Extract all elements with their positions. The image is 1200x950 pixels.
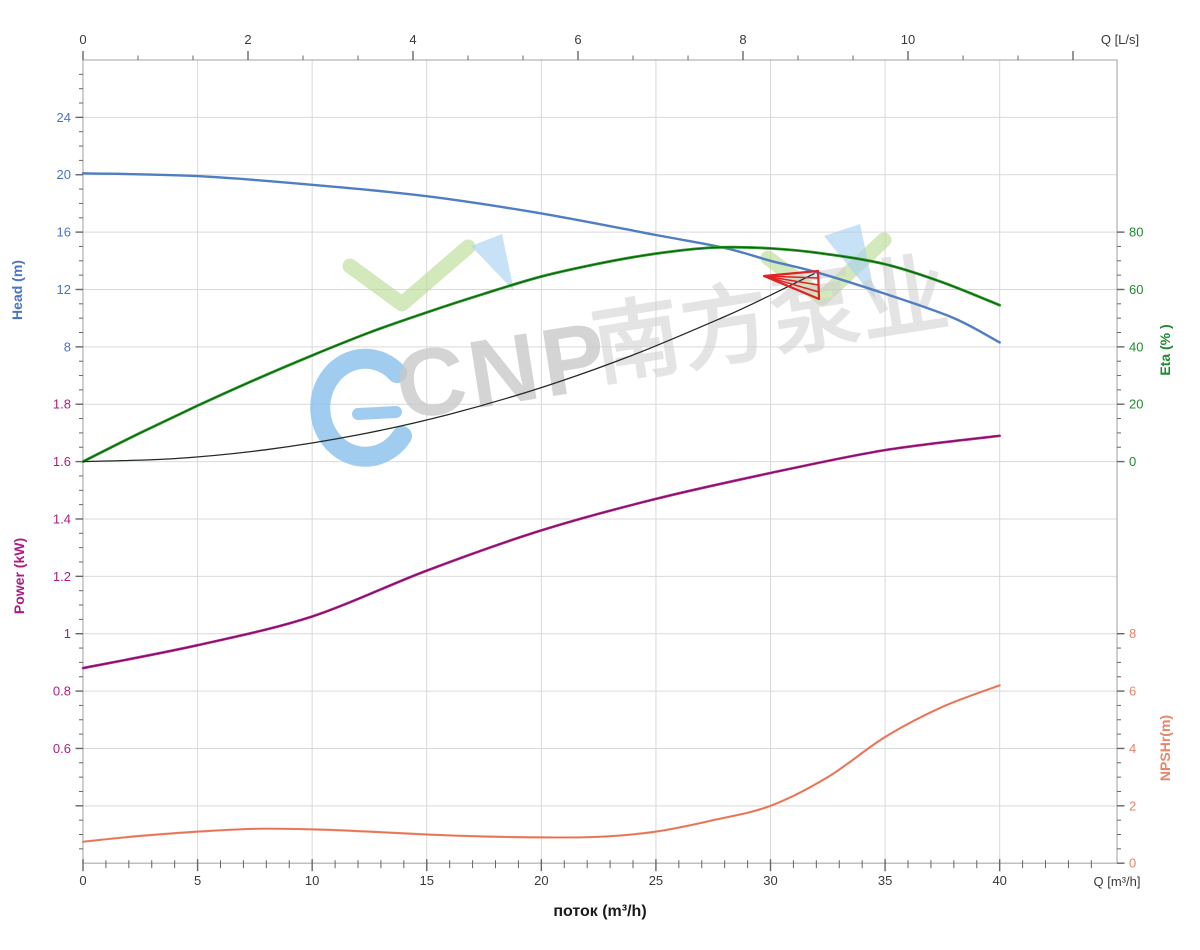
eta-tick-label: 60 xyxy=(1129,282,1143,297)
head-axis-title: Head (m) xyxy=(9,260,25,320)
duty-point-layer xyxy=(762,269,821,301)
tick-label: 0 xyxy=(79,32,86,47)
tick-label: 15 xyxy=(420,873,434,888)
tick-label: 25 xyxy=(649,873,663,888)
tick-label: 0 xyxy=(79,873,86,888)
watermark-green-ribbon xyxy=(342,239,476,312)
eta-tick-label: 0 xyxy=(1129,454,1136,469)
head-tick-label: 20 xyxy=(57,167,71,182)
system-curve xyxy=(82,273,815,463)
grid-layer xyxy=(82,59,1118,864)
top-axis-unit-label: Q [L/s] xyxy=(1101,32,1139,47)
bottom-axis-unit-label: Q [m³/h] xyxy=(1094,874,1141,889)
watermark-blue-triangle xyxy=(824,224,876,300)
head-tick-label: 24 xyxy=(57,110,71,125)
npshr-tick-label: 6 xyxy=(1129,684,1136,699)
npshr-tick-label: 4 xyxy=(1129,741,1136,756)
tick-label: 5 xyxy=(194,873,201,888)
curves-layer xyxy=(81,172,1002,843)
tick-label: 4 xyxy=(409,32,416,47)
duty-point-flag-hatch xyxy=(764,275,819,279)
watermark-brand-text: CNP xyxy=(389,301,618,440)
head-tick-label: 12 xyxy=(57,282,71,297)
eta-axis-title: Eta (% ) xyxy=(1157,324,1173,375)
tick-label: 40 xyxy=(992,873,1006,888)
tick-label: 35 xyxy=(878,873,892,888)
head-tick-label: 16 xyxy=(57,225,71,240)
npshr-tick-label: 8 xyxy=(1129,626,1136,641)
power-tick-label: 1.8 xyxy=(53,397,71,412)
eta-tick-label: 20 xyxy=(1129,397,1143,412)
x-axis-title: поток (m³/h) xyxy=(553,903,646,920)
power-axis-title: Power (kW) xyxy=(11,538,27,614)
eta-tick-label: 80 xyxy=(1129,225,1143,240)
duty-point-flag-hatch xyxy=(763,275,820,293)
power-tick-label: 0.6 xyxy=(53,741,71,756)
watermark-logo-shapes xyxy=(310,224,892,467)
tick-label: 30 xyxy=(763,873,777,888)
tick-label: 2 xyxy=(244,32,251,47)
eta-tick-label: 40 xyxy=(1129,339,1143,354)
power-tick-label: 1 xyxy=(64,626,71,641)
axes-layer: 0 2 4 6 8 100 5 10 15 20 25 30 35 402420161281.81.61.… xyxy=(53,32,1144,888)
watermark-logo-mark xyxy=(352,406,402,420)
tick-label: 10 xyxy=(305,873,319,888)
npshr-tick-label: 0 xyxy=(1129,856,1136,871)
watermark-logo-mark xyxy=(310,348,412,467)
tick-label: 8 xyxy=(739,32,746,47)
npshr-curve-core xyxy=(82,684,1000,843)
power-curve-core xyxy=(82,435,1000,669)
npshr-tick-label: 2 xyxy=(1129,798,1136,813)
duty-point-flag[interactable] xyxy=(762,269,821,301)
eta-curve-core xyxy=(82,246,1000,463)
labels-layer: Q [L/s] Q [m³/h] поток (m³/h) Head (m) P… xyxy=(9,32,1173,920)
watermark-blue-triangle xyxy=(471,234,514,291)
tick-label: 20 xyxy=(534,873,548,888)
tick-label: 10 xyxy=(901,32,915,47)
power-tick-label: 1.2 xyxy=(53,569,71,584)
duty-point-flag-hatch xyxy=(763,275,819,286)
power-tick-label: 1.6 xyxy=(53,454,71,469)
head-curve xyxy=(81,172,1001,344)
tick-label: 6 xyxy=(574,32,581,47)
head-tick-label: 8 xyxy=(64,339,71,354)
power-tick-label: 0.8 xyxy=(53,684,71,699)
power-tick-label: 1.4 xyxy=(53,511,71,526)
npshr-axis-title: NPSHr(m) xyxy=(1157,715,1173,781)
